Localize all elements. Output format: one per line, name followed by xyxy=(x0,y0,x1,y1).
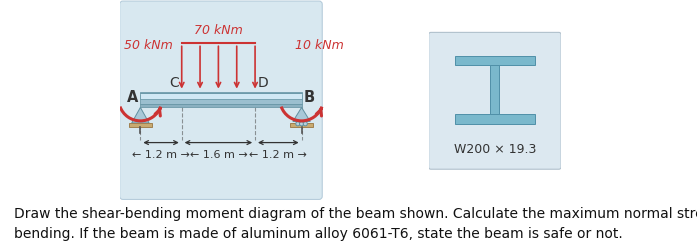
Text: 70 kNm: 70 kNm xyxy=(194,24,243,37)
Text: D: D xyxy=(258,76,268,90)
Text: Draw the shear-bending moment diagram of the beam shown. Calculate the maximum n: Draw the shear-bending moment diagram of… xyxy=(14,207,697,241)
Circle shape xyxy=(300,122,304,126)
Circle shape xyxy=(296,122,300,126)
Bar xyxy=(290,123,313,127)
Bar xyxy=(491,66,499,114)
Polygon shape xyxy=(132,107,149,123)
FancyBboxPatch shape xyxy=(429,32,561,169)
Bar xyxy=(140,95,302,104)
Text: 50 kNm: 50 kNm xyxy=(124,39,173,52)
Bar xyxy=(455,56,535,66)
Text: ← 1.6 m →: ← 1.6 m → xyxy=(190,150,247,161)
Polygon shape xyxy=(293,107,310,121)
Bar xyxy=(455,114,535,124)
Bar xyxy=(140,104,302,107)
Bar xyxy=(140,92,302,93)
Text: W200 × 19.3: W200 × 19.3 xyxy=(454,143,536,156)
Bar xyxy=(140,93,302,99)
Circle shape xyxy=(303,122,307,126)
Bar xyxy=(129,122,152,128)
Text: B: B xyxy=(303,90,314,105)
Text: 10 kNm: 10 kNm xyxy=(296,39,344,52)
Text: ← 1.2 m →: ← 1.2 m → xyxy=(250,150,307,161)
FancyBboxPatch shape xyxy=(120,1,322,199)
Text: A: A xyxy=(128,90,139,105)
Text: ← 1.2 m →: ← 1.2 m → xyxy=(132,150,190,161)
Text: C: C xyxy=(169,76,179,90)
